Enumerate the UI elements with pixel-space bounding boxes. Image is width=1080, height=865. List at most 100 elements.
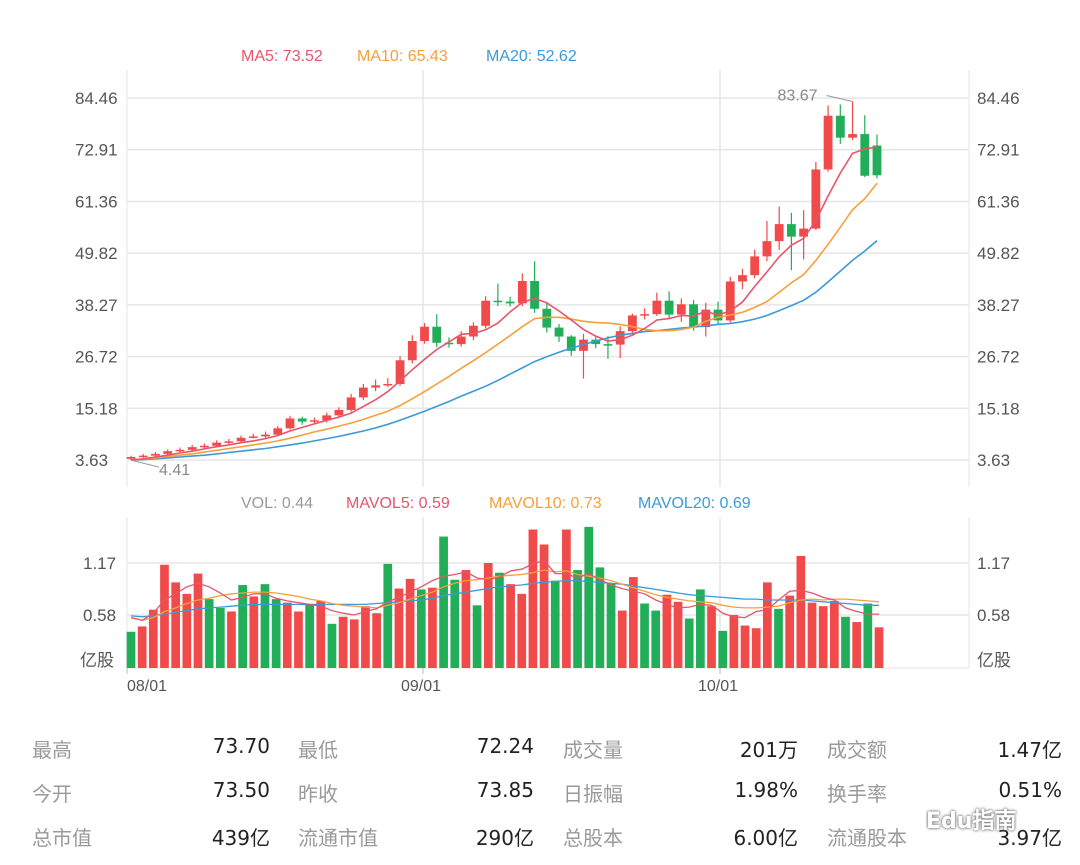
candle-body — [199, 445, 209, 448]
volume-bar — [495, 572, 504, 668]
candle-body — [835, 115, 845, 138]
volume-tick-right: 0.58 — [977, 606, 1010, 625]
candle-body — [469, 325, 478, 337]
candle-body — [603, 344, 613, 346]
stat-value: 201万 — [739, 738, 798, 762]
candle-body — [334, 409, 344, 416]
price-tick-right: 26.72 — [977, 348, 1020, 367]
volume-bar — [829, 600, 839, 668]
volume-bar — [718, 630, 728, 668]
x-tick-label: 08/01 — [127, 678, 167, 695]
candle-body — [481, 300, 491, 326]
candle-body — [652, 300, 662, 315]
price-tick-left: 3.63 — [75, 451, 108, 470]
candle-body — [261, 434, 270, 437]
volume-bar — [785, 595, 795, 668]
candle-body — [395, 360, 405, 384]
candle-body — [493, 300, 503, 303]
volume-bar — [863, 603, 873, 668]
candle-body — [848, 134, 857, 138]
candle-body — [786, 224, 796, 237]
stat-value: 73.70 — [212, 734, 270, 758]
stat-value: 439亿 — [211, 826, 270, 850]
volume-bar — [651, 610, 661, 668]
stat-label: 最高 — [32, 738, 72, 762]
candle-body — [530, 280, 539, 309]
volume-bar — [472, 605, 482, 668]
ma-legend-item: MA5: 73.52 — [241, 48, 323, 65]
stat-value: 6.00亿 — [733, 826, 798, 850]
candle-body — [860, 134, 870, 176]
stat-label: 日振幅 — [563, 782, 623, 806]
watermark: Edu指南 — [888, 803, 1016, 835]
price-tick-right: 72.91 — [977, 141, 1020, 160]
ma20-line — [130, 239, 878, 461]
volume-bar — [751, 628, 761, 668]
volume-bar — [428, 587, 437, 668]
volume-bar — [372, 613, 381, 668]
stat-label: 昨收 — [298, 782, 338, 806]
price-tick-right: 15.18 — [977, 399, 1020, 418]
mavol10-line — [130, 569, 880, 621]
volume-bar — [171, 582, 181, 668]
volume-bar — [517, 593, 527, 668]
volume-bar — [763, 582, 772, 668]
volume-bar — [506, 584, 515, 668]
stat-label: 成交量 — [563, 738, 623, 762]
volume-bar — [227, 611, 236, 668]
candle-body — [872, 145, 882, 176]
volume-bar — [126, 631, 136, 668]
candle-body — [505, 301, 515, 304]
volume-bar — [539, 544, 549, 668]
stats-row: 最高 73.70 最低 72.24 成交量 201万 成交额 1.47亿 — [0, 722, 1080, 766]
stat-label: 总股本 — [563, 826, 623, 850]
volume-bar — [573, 570, 582, 668]
candle-body — [175, 449, 185, 452]
stat-value: 1.98% — [734, 778, 798, 802]
volume-bar — [461, 570, 471, 668]
volume-bar — [249, 596, 259, 668]
candle-body — [407, 341, 417, 361]
candle-body — [517, 280, 527, 304]
volume-bar — [148, 609, 158, 668]
volume-bar — [640, 603, 649, 668]
candle-body — [615, 331, 625, 345]
volume-bar — [327, 623, 337, 668]
volume-bar — [193, 573, 203, 668]
volume-bar — [550, 580, 560, 668]
volume-bar — [349, 619, 359, 668]
volume-bar — [416, 589, 426, 668]
candle-body — [566, 336, 576, 351]
candle-body — [151, 453, 160, 456]
candle-body — [224, 441, 234, 443]
x-tick-label: 10/01 — [698, 678, 738, 695]
candle-body — [420, 326, 429, 342]
max-price-label: 83.67 — [778, 88, 818, 105]
volume-bar — [405, 578, 415, 668]
volume-bar — [271, 599, 281, 668]
volume-bar — [662, 594, 672, 668]
price-tick-left: 26.72 — [75, 348, 118, 367]
stat-value: 0.51% — [998, 778, 1062, 802]
price-tick-left: 15.18 — [75, 399, 118, 418]
volume-bar — [774, 608, 783, 668]
volume-legend-item: MAVOL10: 0.73 — [489, 495, 602, 512]
volume-bar — [528, 529, 538, 668]
volume-bar — [595, 567, 605, 668]
stats-row: 总市值 439亿 流通市值 290亿 总股本 6.00亿 流通股本 3.97亿 — [0, 810, 1080, 854]
stat-label: 成交额 — [827, 738, 887, 762]
candle-body — [432, 326, 442, 343]
candle-body — [163, 451, 173, 454]
volume-bar — [617, 610, 627, 668]
candle-body — [762, 241, 772, 257]
volume-bar — [338, 616, 348, 668]
candle-body — [444, 342, 454, 345]
candle-body — [138, 455, 148, 458]
price-tick-right: 84.46 — [977, 89, 1020, 108]
min-price-pointer — [130, 459, 160, 468]
mavol20-line — [130, 579, 879, 618]
stat-value: 72.24 — [476, 734, 534, 758]
stat-label: 最低 — [298, 738, 338, 762]
volume-unit-left: 亿股 — [80, 651, 114, 671]
volume-legend-item: VOL: 0.44 — [241, 495, 313, 512]
